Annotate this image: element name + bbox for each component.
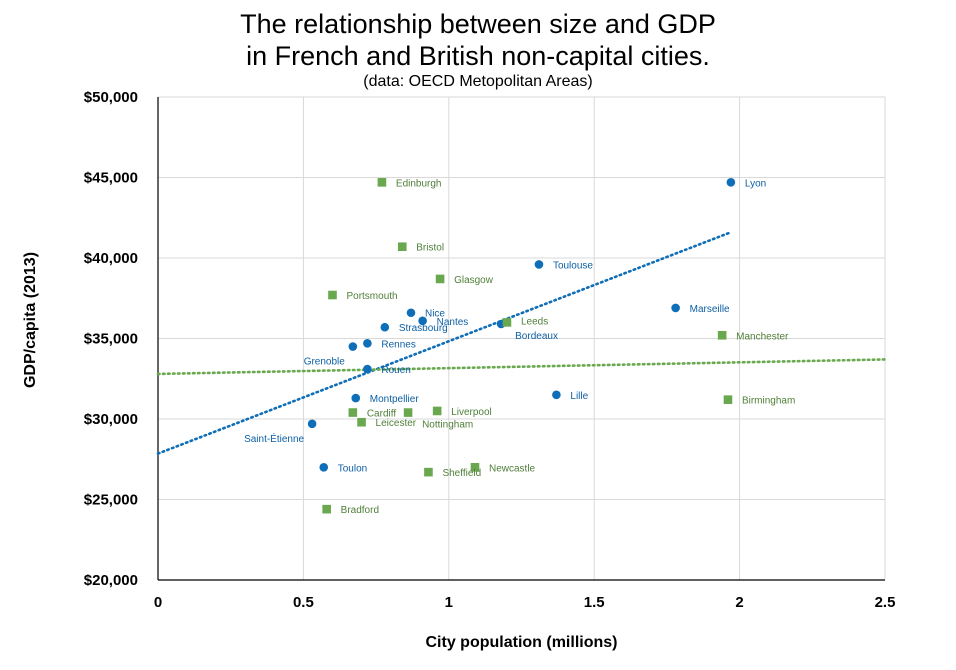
point-bradford (322, 504, 331, 514)
point-rennes (363, 339, 372, 348)
x-axis-label: City population (millions) (425, 634, 618, 651)
point-lille (552, 390, 561, 400)
label-rennes: Rennes (381, 339, 415, 350)
label-bordeaux: Bordeaux (515, 331, 558, 342)
chart-title-line-1: The relationship between size and GDP (240, 9, 716, 39)
label-lyon: Lyon (745, 178, 766, 189)
label-nice: Nice (425, 309, 445, 320)
point-rouen (363, 364, 372, 374)
point-birmingham (723, 395, 733, 404)
point-nice (406, 308, 416, 318)
x-tick-label: 2 (735, 594, 743, 611)
x-tick-label: 1.5 (584, 594, 605, 611)
point-sheffield (424, 467, 433, 477)
chart-title-line-2: in French and British non-capital cities… (246, 41, 710, 71)
trendline-series-2 (156, 358, 887, 376)
label-cardiff: Cardiff (367, 409, 396, 420)
label-edinburgh: Edinburgh (396, 178, 442, 189)
point-montpellier (351, 393, 361, 403)
y-tick-label: $50,000 (84, 89, 138, 106)
label-nantes: Nantes (437, 317, 469, 328)
label-grenoble: Grenoble (304, 357, 346, 368)
x-tick-label: 0 (154, 594, 162, 611)
point-edinburgh (377, 178, 387, 187)
y-axis-label: GDP/capita (2013) (22, 251, 39, 389)
y-tick-label: $45,000 (84, 170, 138, 187)
y-tick-label: $20,000 (84, 572, 138, 589)
label-rouen: Rouen (381, 365, 410, 376)
point-newcastle (470, 463, 480, 472)
chart-subtitle: (data: OECD Metopolitan Areas) (363, 73, 593, 90)
point-bristol (397, 242, 407, 252)
point-lyon (726, 178, 736, 187)
label-portsmouth: Portsmouth (346, 291, 397, 302)
point-saint-tienne (307, 419, 317, 429)
label-bristol: Bristol (416, 243, 444, 254)
label-saint-tienne: Saint-Étienne (244, 432, 304, 445)
axes (157, 97, 885, 581)
point-toulon (319, 463, 329, 472)
point-marseille (671, 303, 680, 313)
label-leicester: Leicester (376, 418, 417, 429)
point-leeds (502, 318, 512, 327)
point-cardiff (348, 408, 358, 417)
y-tick-label: $30,000 (84, 411, 138, 428)
label-liverpool: Liverpool (451, 407, 492, 418)
label-toulouse: Toulouse (553, 260, 593, 271)
y-tick-label: $35,000 (84, 331, 138, 348)
tick-labels: $20,000 $25,000 $30,000 $35,000 $40,000 $45,0… (84, 89, 896, 611)
label-newcastle: Newcastle (489, 463, 536, 474)
point-nottingham (403, 408, 413, 417)
point-portsmouth (328, 290, 337, 300)
point-manchester (717, 330, 727, 340)
y-tick-label: $40,000 (84, 250, 138, 267)
x-tick-label: 1 (445, 594, 453, 611)
x-tick-label: 2.5 (875, 594, 896, 611)
label-leeds: Leeds (521, 316, 548, 327)
label-marseille: Marseille (690, 304, 730, 315)
label-birmingham: Birmingham (742, 396, 795, 407)
gridlines (158, 96, 886, 580)
point-toulouse (534, 260, 544, 269)
point-glasgow (435, 274, 445, 284)
label-montpellier: Montpellier (370, 394, 420, 405)
point-leicester (357, 417, 366, 427)
label-lille: Lille (570, 391, 588, 402)
label-glasgow: Glasgow (454, 275, 494, 286)
label-sheffield: Sheffield (442, 468, 481, 479)
point-liverpool (432, 406, 442, 416)
trendline-series-1 (156, 230, 733, 455)
point-strasbourg (380, 322, 390, 332)
label-bradford: Bradford (341, 505, 379, 516)
label-strasbourg: Strasbourg (399, 323, 448, 334)
trendlines (156, 230, 887, 455)
point-nantes (418, 316, 427, 326)
y-tick-label: $25,000 (84, 492, 138, 509)
label-nottingham: Nottingham (422, 420, 473, 431)
label-manchester: Manchester (736, 331, 789, 342)
label-toulon: Toulon (338, 463, 367, 474)
x-tick-label: 0.5 (293, 594, 314, 611)
point-grenoble (348, 342, 358, 351)
